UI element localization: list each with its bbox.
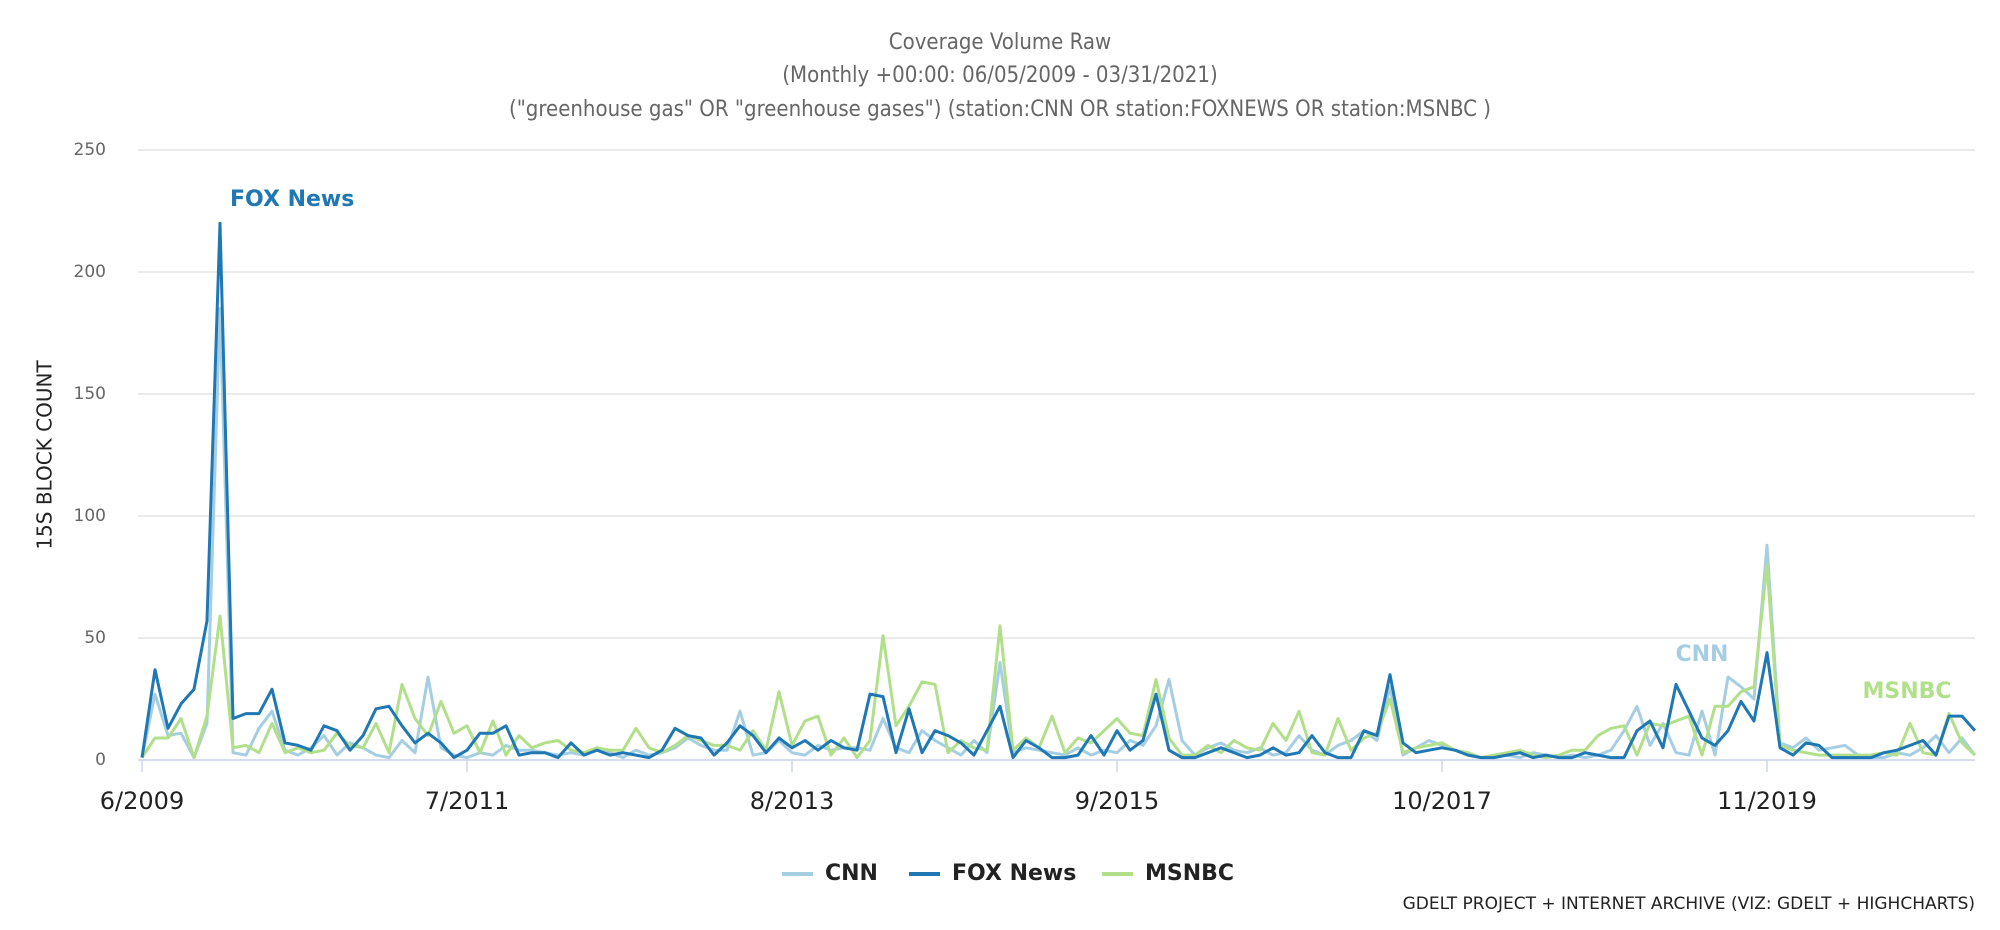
y-tick-label: 50 xyxy=(84,628,106,648)
series-annotation: FOX News xyxy=(230,187,354,212)
chart-subtitle: (Monthly +00:00: 06/05/2009 - 03/31/2021… xyxy=(782,63,1217,88)
x-tick-label: 11/2019 xyxy=(1717,787,1817,815)
y-tick-label: 150 xyxy=(74,384,106,404)
y-tick-label: 100 xyxy=(74,506,106,526)
y-tick-label: 250 xyxy=(74,140,106,160)
series-line xyxy=(140,307,1977,760)
x-tick-label: 8/2013 xyxy=(750,787,834,815)
legend-label[interactable]: FOX News xyxy=(952,861,1076,886)
series-annotation: CNN xyxy=(1676,642,1729,667)
chart-query: ("greenhouse gas" OR "greenhouse gases")… xyxy=(509,97,1491,122)
x-tick-label: 9/2015 xyxy=(1075,787,1159,815)
series-line xyxy=(140,221,1977,760)
y-axis-label: 15S BLOCK COUNT xyxy=(33,360,57,550)
x-tick-label: 6/2009 xyxy=(100,787,184,815)
chart-title: Coverage Volume Raw xyxy=(889,30,1111,55)
y-tick-label: 0 xyxy=(95,750,106,770)
legend-label[interactable]: MSNBC xyxy=(1145,861,1234,886)
legend-label[interactable]: CNN xyxy=(825,861,878,886)
x-tick-label: 10/2017 xyxy=(1392,787,1492,815)
series-annotation: MSNBC xyxy=(1862,679,1951,704)
x-tick-label: 7/2011 xyxy=(425,787,509,815)
credits: GDELT PROJECT + INTERNET ARCHIVE (VIZ: G… xyxy=(1403,894,1975,914)
y-tick-label: 200 xyxy=(74,262,106,282)
